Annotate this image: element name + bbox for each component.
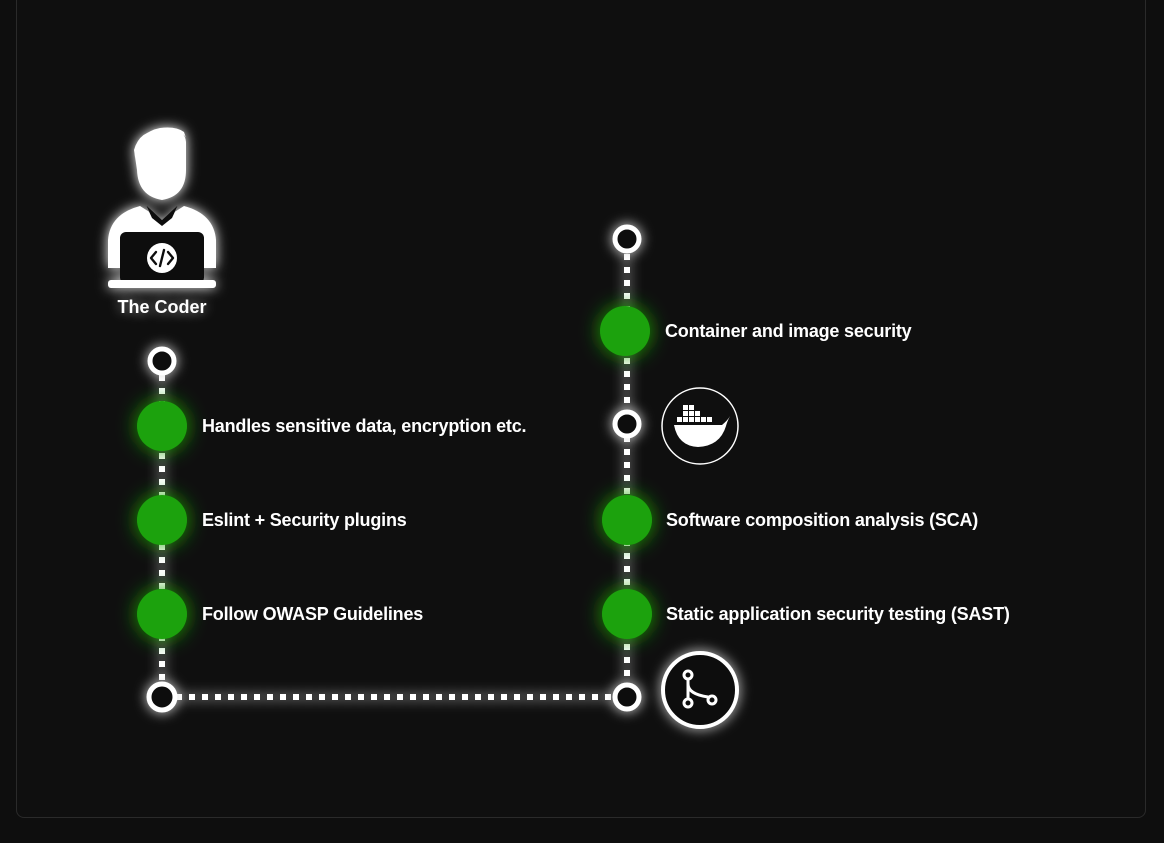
left-start-ring: [147, 346, 177, 376]
left-step-label-2: Eslint + Security plugins: [202, 510, 407, 530]
diagram-panel: [16, 0, 1146, 818]
right-step-node-1: [600, 306, 650, 356]
coder-label: The Coder: [117, 297, 207, 317]
left-step-node-1: [137, 401, 187, 451]
right-middle-ring: [612, 409, 642, 439]
right-step-label-1: Container and image security: [665, 321, 912, 341]
right-step-label-2: Software composition analysis (SCA): [666, 510, 979, 530]
bottom-right-ring: [612, 682, 642, 712]
left-step-label-1: Handles sensitive data, encryption etc.: [202, 416, 527, 436]
git-branch-icon: [661, 651, 739, 729]
right-step-node-2: [602, 495, 652, 545]
developer-laptop-icon: [108, 127, 216, 288]
ring-nodes: [146, 224, 642, 713]
left-step-node-3: [137, 589, 187, 639]
step-nodes: [137, 306, 652, 639]
right-step-node-3: [602, 589, 652, 639]
right-step-label-3: Static application security testing (SAS…: [666, 604, 1010, 624]
connector-lines: [159, 254, 630, 700]
bottom-left-ring: [146, 681, 178, 713]
left-step-node-2: [137, 495, 187, 545]
docker-icon: [661, 387, 739, 465]
right-top-ring: [612, 224, 642, 254]
left-step-label-3: Follow OWASP Guidelines: [202, 604, 424, 624]
